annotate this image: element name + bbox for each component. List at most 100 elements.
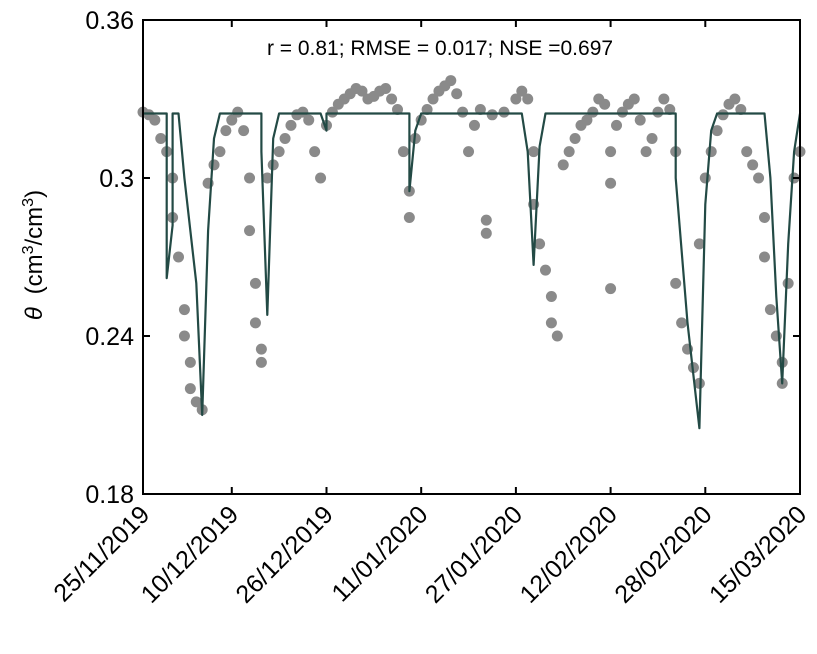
observed-point — [445, 75, 457, 87]
observed-point — [480, 227, 492, 239]
observed-point — [699, 172, 711, 184]
observed-point — [421, 104, 433, 116]
observed-point — [261, 172, 273, 184]
observed-point — [244, 172, 256, 184]
observed-point — [758, 212, 770, 223]
y-tick-label: 0.24 — [85, 323, 134, 351]
observed-point — [457, 106, 469, 118]
observed-point — [764, 304, 776, 316]
observed-point — [356, 85, 368, 97]
observed-point — [599, 98, 611, 110]
observed-point — [285, 119, 297, 131]
x-tick-label: 12/02/2020 — [515, 500, 623, 608]
y-tick-label: 0.3 — [99, 165, 134, 193]
observed-point — [747, 159, 759, 171]
x-tick-label: 10/12/2019 — [136, 500, 244, 608]
observed-point — [587, 106, 599, 118]
observed-point — [563, 146, 575, 158]
observed-point — [711, 125, 723, 137]
observed-point — [255, 356, 267, 368]
observed-point — [244, 225, 256, 237]
observed-point — [693, 377, 705, 389]
observed-point — [451, 88, 463, 100]
observed-point — [628, 93, 640, 105]
observed-point — [664, 104, 676, 116]
simulated-line — [143, 112, 802, 430]
observed-point — [528, 146, 540, 158]
observed-point — [279, 133, 291, 144]
observed-point — [155, 133, 167, 144]
observed-point — [214, 146, 226, 158]
axes-frame — [142, 19, 801, 495]
y-axis-label: θ (cm3/cm3) — [20, 190, 48, 320]
observed-point — [758, 251, 770, 263]
observed-point — [753, 172, 765, 184]
y-tick-label: 0.36 — [85, 7, 134, 35]
x-tick-label: 11/01/2020 — [326, 500, 433, 607]
observed-point — [516, 85, 528, 97]
observed-point — [705, 146, 717, 158]
observed-point — [255, 343, 267, 355]
observed-point — [309, 146, 321, 158]
svg-text:θ (cm3/cm3): θ (cm3/cm3) — [20, 190, 48, 320]
observed-point — [486, 109, 498, 121]
observed-point — [249, 277, 261, 289]
y-axis-unit-sup1: 3 — [20, 245, 37, 254]
observed-point — [184, 383, 196, 395]
observed-point — [498, 106, 510, 118]
observed-point — [605, 283, 617, 295]
observed-point — [208, 159, 220, 171]
x-tick-label: 15/03/2020 — [704, 500, 812, 608]
observed-point — [551, 330, 563, 342]
x-tick-label: 28/02/2020 — [609, 500, 717, 608]
observed-point — [380, 82, 392, 94]
observed-point — [149, 114, 161, 126]
observed-point — [676, 317, 688, 329]
observed-point — [569, 133, 581, 144]
plot-area — [137, 75, 806, 430]
observed-point — [386, 93, 398, 105]
observed-point — [539, 264, 551, 276]
observed-point — [273, 146, 285, 158]
observed-point — [611, 119, 623, 131]
x-tick-label: 26/12/2019 — [230, 500, 338, 608]
observed-point — [178, 304, 190, 316]
observed-point — [557, 159, 569, 171]
observed-point — [480, 214, 492, 226]
observed-point — [468, 119, 480, 131]
observed-point — [297, 106, 309, 118]
observed-point — [226, 114, 238, 126]
observed-point — [315, 172, 327, 184]
observed-point — [605, 177, 617, 189]
observed-point — [670, 277, 682, 289]
observed-point — [173, 251, 185, 263]
x-tick-label: 27/01/2020 — [420, 500, 528, 608]
observed-point — [474, 104, 486, 116]
observed-point — [693, 238, 705, 250]
observed-point — [741, 146, 753, 158]
y-axis-symbol: θ — [21, 307, 48, 320]
observed-point — [392, 104, 404, 116]
observed-point — [545, 291, 557, 302]
observed-point — [220, 125, 232, 137]
observed-point — [238, 125, 250, 137]
observed-point — [190, 396, 202, 408]
observed-point — [605, 146, 617, 158]
observed-point — [729, 93, 741, 105]
observed-point — [616, 106, 628, 118]
observed-point — [303, 114, 315, 126]
observed-point — [427, 93, 439, 105]
observed-point — [184, 356, 196, 368]
observed-point — [522, 93, 534, 105]
y-axis-unit-sup2: 3 — [20, 198, 37, 207]
observed-point — [640, 146, 652, 158]
observed-point — [634, 114, 646, 126]
observed-point — [397, 146, 409, 158]
observed-point — [249, 317, 261, 329]
stats-annotation: r = 0.81; RMSE = 0.017; NSE =0.697 — [267, 37, 613, 60]
observed-point — [646, 133, 658, 144]
observed-point — [326, 106, 338, 118]
y-axis-unit-open: (cm — [21, 254, 48, 294]
observed-point — [463, 146, 475, 158]
